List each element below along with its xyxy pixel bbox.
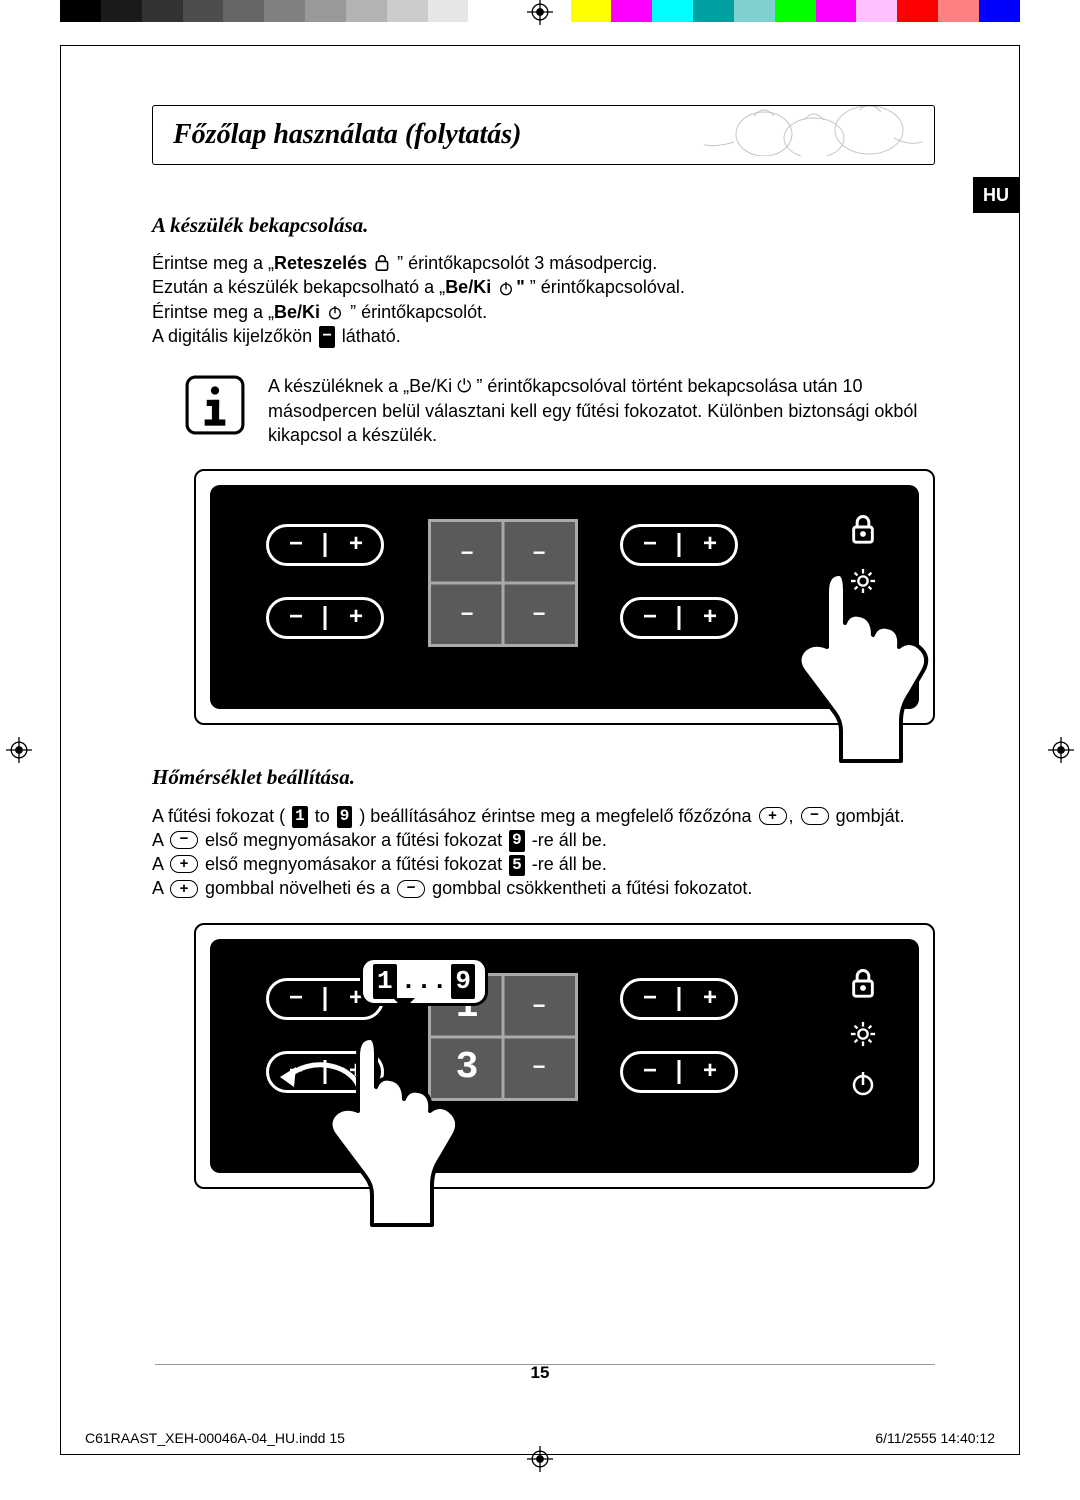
value-callout: 1 ... 9 (360, 957, 488, 1006)
lock-icon[interactable] (849, 967, 877, 1000)
aux-icons (843, 513, 883, 644)
plus-button-icon (170, 855, 198, 873)
digit-one: 1 (292, 806, 308, 828)
plus-button-icon (170, 880, 198, 898)
section-1-body: Érintse meg a „Reteszelés ” érintőkapcso… (152, 251, 935, 348)
digit-five: 5 (509, 855, 525, 877)
info-icon (184, 374, 246, 436)
control-panel-1: −+ −+ −+ −+ − − − − (194, 469, 935, 725)
page-title: Főzőlap használata (folytatás) (152, 105, 935, 165)
section-1-title: A készülék bekapcsolása. (152, 211, 935, 239)
page-number: 15 (531, 1362, 550, 1385)
registration-mark-right (1048, 737, 1074, 763)
page-title-text: Főzőlap használata (folytatás) (173, 119, 521, 150)
bubble-digit: 1 (373, 964, 397, 999)
power-icon (327, 302, 343, 322)
minus-button-icon (397, 880, 425, 898)
info-text: A készüléknek a „Be/Ki ⏻ ” érintőkapcsol… (268, 374, 935, 447)
zone-control[interactable]: −+ (620, 1051, 738, 1093)
registration-mark-bottom (527, 1446, 553, 1472)
arrow-icon (270, 1047, 380, 1107)
plus-button-icon (759, 807, 787, 825)
control-panel-2: −+ −+ −+ −+ 1 − 3 − 1 ... 9 (194, 923, 935, 1189)
digit-nine: 9 (509, 830, 525, 852)
aux-icons (843, 967, 883, 1098)
section-2-title: Hőmérséklet beállítása. (152, 763, 935, 791)
minus-button-icon (801, 807, 829, 825)
tomato-decoration (694, 104, 924, 156)
light-icon[interactable] (850, 568, 876, 594)
minus-button-icon (170, 831, 198, 849)
power-icon[interactable] (849, 1069, 877, 1097)
lock-icon (374, 253, 390, 273)
section-2-body: A fűtési fokozat ( 1 to 9 ) beállításáho… (152, 804, 935, 901)
language-tab: HU (973, 177, 1019, 213)
display-value: 3 (431, 1037, 503, 1098)
registration-mark-left (6, 737, 32, 763)
zone-control[interactable]: −+ (266, 597, 384, 639)
display-grid: − − − − (428, 519, 578, 647)
info-callout: A készüléknek a „Be/Ki ⏻ ” érintőkapcsol… (152, 374, 935, 447)
bubble-digit: 9 (451, 964, 475, 999)
lock-icon[interactable] (849, 513, 877, 546)
zone-control[interactable]: −+ (266, 524, 384, 566)
power-icon (498, 278, 514, 298)
footer-filename: C61RAAST_XEH-00046A-04_HU.indd 15 (85, 1429, 345, 1448)
zone-control[interactable]: −+ (620, 524, 738, 566)
digit-minus: − (319, 326, 335, 348)
zone-control[interactable]: −+ (620, 597, 738, 639)
registration-mark-top (527, 0, 553, 25)
power-icon[interactable] (849, 616, 877, 644)
zone-control[interactable]: −+ (620, 978, 738, 1020)
content: HU Főzőlap használata (folytatás) A kész… (152, 105, 935, 1189)
digit-nine: 9 (337, 806, 353, 828)
light-icon[interactable] (850, 1021, 876, 1047)
footer-timestamp: 6/11/2555 14:40:12 (875, 1429, 995, 1448)
